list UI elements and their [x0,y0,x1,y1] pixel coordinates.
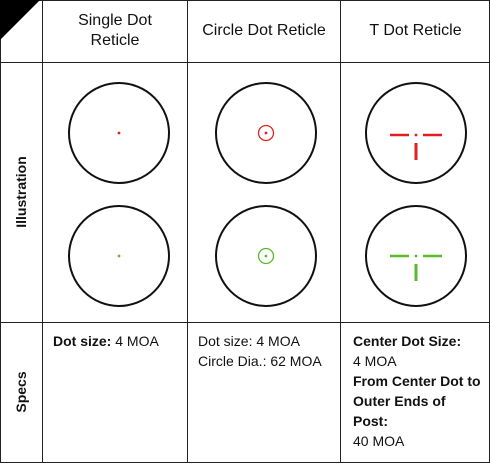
green-dot [264,254,268,258]
spec-line: Center Dot Size: [353,331,483,351]
column-header: Circle Dot Reticle [202,22,326,39]
green-dot [117,254,121,258]
spec-line: From Center Dot to Outer Ends of Post: [353,371,483,431]
reticle-ring [68,205,170,307]
spec-value: 4 MOA [115,333,159,349]
spec-cell: Dot size: 4 MOA [53,331,183,351]
spec-value: Dot size: 4 MOA [198,333,300,349]
red-dot [264,131,268,135]
spec-line: Circle Dia.: 62 MOA [198,351,333,371]
spec-line: 40 MOA [353,431,483,451]
spec-line: Dot size: 4 MOA [53,331,183,351]
column-header: Single Dot Reticle [78,12,152,49]
green-circle [257,247,275,265]
reticle-ring [68,82,170,184]
reticle-ring [365,205,467,307]
reticle-ring [215,205,317,307]
spec-label: Center Dot Size: [353,333,462,349]
spec-value: Circle Dia.: 62 MOA [198,353,322,369]
spec-line: 4 MOA [353,351,483,371]
corner-mark [0,0,40,40]
spec-value: 40 MOA [353,433,405,449]
row-label: Illustration [13,156,29,228]
spec-label: Dot size: [53,333,112,349]
reticle-ring [365,82,467,184]
row-label: Specs [13,371,29,413]
spec-line: Dot size: 4 MOA [198,331,333,351]
red-dot [117,131,121,135]
green-t-reticle [390,254,442,281]
red-circle [257,124,275,142]
spec-cell: Center Dot Size: 4 MOA From Center Dot to … [353,331,483,451]
spec-label: From Center Dot to Outer Ends of Post: [353,373,481,429]
spec-cell: Dot size: 4 MOA Circle Dia.: 62 MOA [198,331,333,371]
spec-value: 4 MOA [353,353,397,369]
red-t-reticle [390,133,442,160]
reticle-ring [215,82,317,184]
column-header: T Dot Reticle [369,22,462,39]
